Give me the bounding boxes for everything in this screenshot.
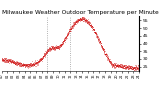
Text: Milwaukee Weather Outdoor Temperature per Minute (Last 24 Hours): Milwaukee Weather Outdoor Temperature pe… — [2, 10, 160, 15]
